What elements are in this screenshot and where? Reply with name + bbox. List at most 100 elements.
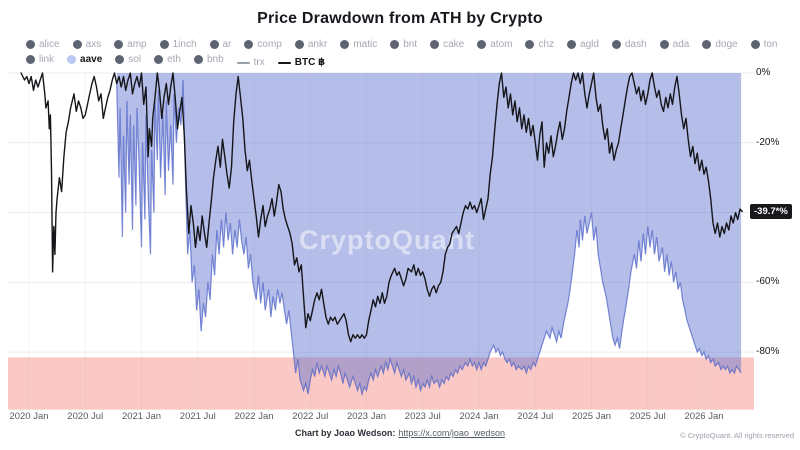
legend-item-ton[interactable]: ton	[750, 37, 778, 52]
series-dot-icon	[611, 40, 621, 49]
series-dot-icon	[340, 40, 350, 49]
legend-item-dash[interactable]: dash	[611, 37, 647, 52]
series-dot-icon	[244, 40, 254, 49]
series-line-icon	[277, 61, 291, 64]
legend-item-label: atom	[490, 39, 513, 50]
legend-item-matic[interactable]: matic	[340, 37, 377, 52]
x-axis-label: 2026 Jan	[684, 411, 724, 422]
legend-item-label: ankr	[307, 39, 328, 50]
credit-link[interactable]: https://x.com/joao_wedson	[398, 428, 505, 438]
y-axis-label: -60%	[756, 276, 780, 288]
series-dot-icon	[525, 40, 535, 49]
series-dot-icon	[114, 40, 124, 49]
legend-item-label: BTC ฿	[294, 57, 326, 69]
series-dot-icon	[209, 40, 219, 49]
x-axis-label: 2025 Jan	[571, 411, 612, 422]
legend-item-label: eth	[167, 54, 181, 65]
y-axis-label: 0%	[756, 67, 771, 78]
legend-item-btc-[interactable]: BTC ฿	[277, 55, 326, 70]
legend-item-label: aave	[80, 54, 103, 65]
legend-item-ar[interactable]: ar	[209, 37, 232, 52]
legend-item-label: agld	[580, 39, 599, 50]
btc-drawdown-line	[20, 72, 743, 343]
chart-title: Price Drawdown from ATH by Crypto	[257, 10, 543, 27]
x-axis-label: 2021 Jul	[179, 411, 216, 422]
series-dot-icon	[294, 40, 304, 49]
legend-item-label: chz	[538, 39, 555, 50]
legend-item-label: trx	[253, 57, 265, 69]
legend-item-cake[interactable]: cake	[430, 37, 464, 52]
legend-item-label: link	[39, 54, 55, 65]
series-dot-icon	[67, 55, 77, 64]
x-axis-label: 2023 Jul	[404, 411, 441, 422]
series-dot-icon	[659, 40, 669, 49]
y-axis-label: -20%	[756, 136, 780, 148]
legend-item-label: bnt	[403, 39, 418, 50]
series-dot-icon	[154, 55, 164, 64]
legend-item-label: sol	[128, 54, 142, 65]
footer-credit: Chart by Joao Wedson: https://x.com/joao_…	[0, 428, 800, 438]
legend-item-label: 1inch	[172, 39, 197, 50]
legend-item-axs[interactable]: axs	[72, 37, 102, 52]
legend-item-chz[interactable]: chz	[525, 37, 554, 52]
legend-item-ada[interactable]: ada	[659, 37, 690, 52]
series-line-icon	[236, 61, 250, 64]
legend-item-alice[interactable]: alice	[26, 37, 60, 52]
legend-item-label: comp	[257, 39, 282, 50]
legend-item-label: axs	[85, 39, 102, 50]
legend-item-label: ton	[763, 39, 778, 50]
series-dot-icon	[567, 40, 577, 49]
copyright-text: © CryptoQuant. All rights reserved	[680, 431, 794, 440]
legend-item-bnt[interactable]: bnt	[390, 37, 417, 52]
legend-item-eth[interactable]: eth	[154, 52, 181, 67]
legend-row-2: link aave sol eth bnb trx BTC ฿	[26, 52, 778, 70]
series-dot-icon	[26, 55, 35, 64]
aave-area	[116, 73, 742, 394]
legend-item-label: ada	[672, 39, 690, 50]
legend-item-label: ar	[222, 39, 232, 50]
x-axis-label: 2020 Jul	[67, 411, 104, 422]
legend-row-1: alice axs amp 1inch ar comp ankr matic bnt cake at…	[26, 37, 778, 52]
aave-area-edge	[116, 79, 742, 397]
series-dot-icon	[477, 40, 487, 49]
series-dot-icon	[390, 40, 400, 49]
x-axis-label: 2025 Jul	[629, 411, 666, 422]
series-dot-icon	[750, 40, 760, 49]
legend-item-1inch[interactable]: 1inch	[159, 37, 197, 52]
legend-item-atom[interactable]: atom	[477, 37, 512, 52]
btc-current-value-badge: -39.7*%	[750, 204, 792, 219]
legend-item-aave[interactable]: aave	[67, 52, 102, 67]
legend-item-agld[interactable]: agld	[567, 37, 599, 52]
legend-item-amp[interactable]: amp	[114, 37, 147, 52]
cryptoquant-watermark: CryptoQuant	[299, 225, 475, 255]
series-dot-icon	[72, 40, 82, 49]
legend-item-label: alice	[39, 39, 60, 50]
legend: alice axs amp 1inch ar comp ankr matic bnt cake at…	[26, 37, 778, 70]
legend-item-bnb[interactable]: bnb	[193, 52, 224, 67]
x-axis-label: 2024 Jul	[517, 411, 554, 422]
x-axis-label: 2023 Jan	[346, 411, 387, 422]
legend-item-label: doge	[715, 39, 738, 50]
series-dot-icon	[26, 40, 35, 49]
series-dot-icon	[430, 40, 440, 49]
credit-author-text: Chart by Joao Wedson:	[295, 428, 396, 438]
legend-item-label: amp	[127, 39, 147, 50]
legend-item-ankr[interactable]: ankr	[294, 37, 328, 52]
legend-item-link[interactable]: link	[26, 52, 54, 67]
legend-item-label: dash	[624, 39, 647, 50]
x-axis-label: 2021 Jan	[121, 411, 162, 422]
legend-item-trx[interactable]: trx	[236, 55, 265, 70]
y-axis-label: -80%	[756, 346, 780, 358]
series-dot-icon	[115, 55, 125, 64]
x-axis-label: 2022 Jul	[292, 411, 329, 422]
legend-item-label: matic	[353, 39, 378, 50]
legend-item-comp[interactable]: comp	[244, 37, 282, 52]
legend-item-sol[interactable]: sol	[115, 52, 141, 67]
legend-item-label: cake	[443, 39, 465, 50]
legend-item-doge[interactable]: doge	[702, 37, 738, 52]
legend-item-label: bnb	[206, 54, 224, 65]
series-dot-icon	[159, 40, 169, 49]
x-axis-label: 2022 Jan	[234, 411, 274, 422]
